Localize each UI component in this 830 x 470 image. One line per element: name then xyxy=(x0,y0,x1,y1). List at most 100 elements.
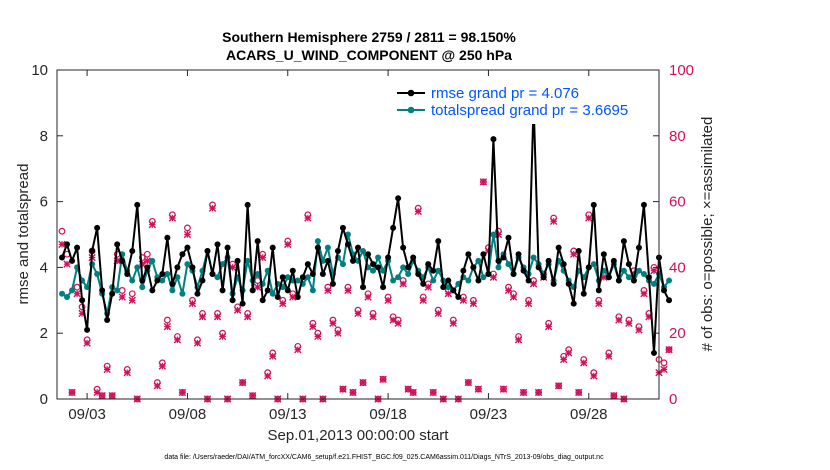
obs-assimilated-point xyxy=(83,339,91,347)
obs-assimilated-point xyxy=(429,388,437,397)
rmse-point xyxy=(570,300,577,307)
rmse-point xyxy=(490,136,497,143)
rmse-point xyxy=(460,267,467,274)
rmse-point xyxy=(540,274,547,281)
rmse-point xyxy=(159,270,166,277)
totalspread-point xyxy=(129,277,136,284)
rmse-point xyxy=(339,224,346,231)
rmse-point xyxy=(124,270,131,277)
rmse-point xyxy=(69,257,76,264)
rmse-point xyxy=(134,201,141,208)
obs-assimilated-point xyxy=(379,375,387,383)
obs-assimilated-point xyxy=(284,240,292,249)
obs-assimilated-point xyxy=(334,329,342,337)
obs-assimilated-point xyxy=(399,280,407,288)
obs-assimilated-point xyxy=(218,332,227,341)
rmse-point xyxy=(179,251,186,258)
totalspread-point xyxy=(380,267,387,274)
rmse-point xyxy=(119,257,126,264)
y-tick-label: 0 xyxy=(40,391,48,408)
rmse-point xyxy=(355,244,361,251)
rmse-point xyxy=(535,264,542,271)
totalspread-point xyxy=(505,261,512,268)
totalspread-point xyxy=(149,257,156,264)
totalspread-point xyxy=(635,267,642,274)
totalspread-point xyxy=(640,270,647,277)
rmse-point xyxy=(645,274,652,281)
obs-assimilated-point xyxy=(279,299,287,308)
totalspread-point xyxy=(309,287,316,294)
totalspread-point xyxy=(294,277,301,284)
rmse-point xyxy=(615,277,622,284)
obs-assimilated-point xyxy=(625,319,633,328)
totalspread-point xyxy=(475,257,482,264)
rmse-point xyxy=(405,264,412,271)
obs-possible-point xyxy=(138,254,146,261)
rmse-point xyxy=(360,284,367,291)
obs-assimilated-point xyxy=(158,362,167,370)
rmse-point xyxy=(425,261,432,268)
totalspread-point xyxy=(69,287,76,294)
rmse-point xyxy=(89,247,96,254)
rmse-point xyxy=(304,261,311,268)
rmse-point xyxy=(244,201,251,208)
x-tick-label: 09/13 xyxy=(269,406,307,423)
totalspread-point xyxy=(114,287,121,294)
plot-frame xyxy=(56,69,660,400)
rmse-point xyxy=(214,241,221,248)
obs-assimilated-point xyxy=(324,286,332,295)
legend-spread-label: totalspread grand pr = 3.6695 xyxy=(431,102,628,119)
obs-assimilated-point xyxy=(554,382,563,390)
totalspread-point xyxy=(666,277,673,284)
left-axis: 0 2 4 6 8 10 xyxy=(31,62,63,408)
obs-assimilated-point xyxy=(354,309,362,318)
obs-assimilated-point xyxy=(534,388,543,397)
rmse-point xyxy=(294,294,301,301)
obs-assimilated-point xyxy=(123,368,131,377)
obs-assimilated-point xyxy=(258,253,267,262)
obs-assimilated-point xyxy=(660,365,668,374)
rmse-point xyxy=(600,251,607,258)
totalspread-point xyxy=(360,247,367,254)
rmse-point xyxy=(390,224,397,231)
obs-possible-point xyxy=(128,290,136,298)
rmse-point xyxy=(580,290,587,297)
obs-assimilated-point xyxy=(264,372,272,380)
rmse-point xyxy=(279,274,286,281)
rmse-point xyxy=(415,270,422,277)
rmse-point xyxy=(400,244,407,251)
rmse-point xyxy=(465,251,472,258)
obs-possible-point xyxy=(184,224,191,232)
totalspread-point xyxy=(390,277,397,284)
rmse-point xyxy=(314,244,321,251)
rmse-point xyxy=(661,287,668,294)
totalspread-point xyxy=(304,274,311,281)
rmse-point xyxy=(450,287,457,294)
rmse-point xyxy=(545,257,552,264)
rmse-point xyxy=(239,300,246,307)
obs-assimilated-point xyxy=(148,220,157,229)
rmse-point xyxy=(324,257,331,264)
obs-assimilated-point xyxy=(635,326,643,334)
obs-assimilated-point xyxy=(519,388,528,397)
rmse-point xyxy=(219,287,226,294)
rmse-point xyxy=(520,267,527,274)
rmse-point xyxy=(164,234,171,241)
obs-assimilated-point xyxy=(183,230,192,239)
rmse-point xyxy=(169,280,176,287)
obs-assimilated-point xyxy=(309,322,317,331)
rmse-point xyxy=(74,244,81,251)
rmse-point xyxy=(410,254,417,261)
obs-assimilated-point xyxy=(504,286,513,295)
x-tick-label: 09/08 xyxy=(169,406,207,423)
rmse-point xyxy=(189,264,196,271)
totalspread-point xyxy=(324,244,331,251)
obs-assimilated-point xyxy=(590,372,598,380)
obs-assimilated-point xyxy=(344,286,352,295)
obs-assimilated-point xyxy=(580,359,588,367)
rmse-point xyxy=(610,257,617,264)
y-tick-label: 8 xyxy=(40,128,48,145)
rmse-point xyxy=(259,297,266,304)
rmse-point xyxy=(430,267,437,274)
totalspread-point xyxy=(590,261,597,268)
